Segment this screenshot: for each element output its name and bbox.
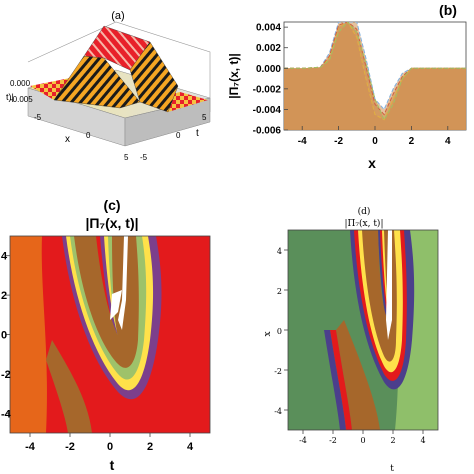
panel-a-zlabel: t)| [6, 92, 14, 102]
panel-b-xlabel: x [368, 155, 376, 171]
panel-b-ytick-label-3: -0.002 [253, 84, 282, 95]
panel-d-lower-band [336, 320, 380, 430]
panel-b-ylabel: |Π₇(x, t)| [227, 53, 241, 99]
panel-c-ytick-label-4: -4 [1, 408, 12, 420]
panel-c-title: (c) [103, 197, 120, 213]
panel-c-ytick-label-3: -2 [1, 369, 11, 381]
panel-c-ytick-label-2: 0 [1, 330, 7, 342]
panel-b-ytick-label-4: -0.004 [253, 105, 282, 116]
panel-c-left-band [10, 236, 47, 433]
panel-a-xtick-0: -5 [34, 113, 42, 122]
panel-a-ytick-2: 5 [202, 113, 207, 122]
panel-d-ytick-label-1: 2 [277, 287, 282, 296]
panel-d-xtick-label-3: 2 [390, 436, 395, 445]
panel-b-ytick-label-2: 0.000 [256, 64, 281, 75]
panel-c-white-streak [118, 236, 128, 330]
panel-a-xtick-2: 5 [124, 153, 129, 162]
panel-c-xtick-label-1: -2 [65, 441, 75, 453]
panel-b-series-area-3 [284, 22, 466, 130]
panel-d-xtick-label-0: -4 [299, 436, 307, 445]
panel-b-xtick-label-4: 4 [445, 136, 451, 147]
panel-a-ridge-front [53, 55, 141, 109]
panel-d-xtick-label-2: 0 [360, 436, 365, 445]
panel-d-lower-band-blue [324, 330, 346, 430]
panel-d-xtick-label-4: 4 [420, 436, 425, 445]
panel-a-ztick-1: -0.005 [10, 95, 33, 104]
panel-c-xtick-label-3: 2 [147, 441, 153, 453]
panel-a-ytick-0: -5 [140, 153, 148, 162]
panel-a-xtick-1: 0 [86, 131, 91, 140]
panel-c: (c) |Π₇(x, t)| -4 -2 0 2 4 4 2 0 -2 -4 t [1, 197, 211, 473]
panel-a-ridge-back [129, 41, 179, 113]
panel-a: (a) t)| 0.000 -0.005 -5 0 5 x -5 0 5 t [6, 10, 211, 162]
panel-d: (d) |Π₇(x, t)| -4 -2 0 2 4 4 2 0 -2 -4 t x [263, 206, 439, 474]
panel-d-subtitle: |Π₇(x, t)| [345, 218, 384, 229]
panel-b-ytick-label-1: 0.002 [256, 43, 281, 54]
panel-d-lower-band-edge [330, 330, 352, 430]
panel-d-ytick-label-0: 4 [277, 247, 282, 256]
panel-d-ytick-label-4: -4 [274, 407, 282, 416]
panel-a-ytick-1: 0 [176, 131, 181, 140]
panel-c-core [74, 236, 139, 368]
panel-a-xlabel: x [65, 134, 70, 145]
panel-d-ylabel: x [263, 331, 273, 336]
panel-c-subtitle: |Π₇(x, t)| [85, 215, 138, 231]
panel-d-white-streak [386, 230, 392, 340]
panel-b-series-line-3 [284, 22, 466, 121]
panel-b-xtick-label-1: -2 [334, 136, 343, 147]
panel-a-ztick-0: 0.000 [10, 79, 31, 88]
panel-d-ytick-label-3: -2 [274, 367, 282, 376]
panel-b-ytick-label-0: 0.004 [256, 23, 281, 34]
panel-c-lower-band [46, 340, 92, 433]
panel-b-ytick-label-5: -0.006 [253, 126, 282, 137]
panel-d-ytick-label-2: 0 [277, 327, 282, 336]
panel-b-xtick-label-2: 0 [372, 136, 378, 147]
panel-c-xtick-label-4: 4 [187, 441, 194, 453]
panel-a-ylabel: t [196, 128, 199, 139]
panel-b: (b) |Π₇(x, t)| 0.004 0.002 0.000 -0.002 -0.0… [227, 2, 467, 171]
panel-c-xlabel: t [110, 457, 115, 473]
panel-d-xtick-label-1: -2 [329, 436, 337, 445]
panel-d-xlabel: t [390, 464, 394, 474]
panel-c-ytick-label-1: 2 [1, 290, 7, 302]
panel-b-xtick-label-3: 2 [409, 136, 415, 147]
panel-b-title: (b) [439, 2, 457, 18]
panel-d-title: (d) [358, 206, 371, 217]
panel-d-field [288, 230, 438, 430]
panel-a-box [27, 21, 211, 112]
panel-b-xtick-label-0: -4 [298, 136, 307, 147]
panel-b-series-line-0 [284, 22, 466, 111]
panel-c-white-patch [110, 290, 122, 320]
panel-a-title: (a) [111, 10, 124, 22]
panel-c-xtick-label-0: -4 [25, 441, 36, 453]
panel-c-xtick-label-2: 0 [107, 441, 113, 453]
panel-c-ytick-label-0: 4 [1, 251, 8, 263]
panel-c-field [10, 236, 210, 433]
